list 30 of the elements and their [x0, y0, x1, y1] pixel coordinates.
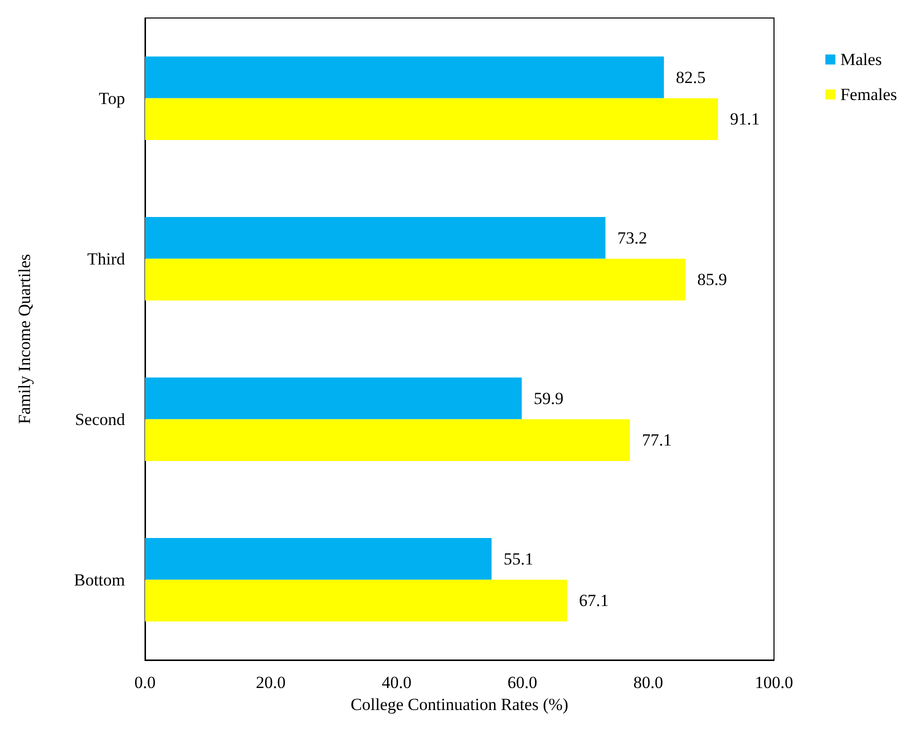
x-axis-title: College Continuation Rates (%)	[350, 694, 568, 714]
legend-label: Males	[840, 50, 882, 69]
x-tick-label: 20.0	[256, 673, 286, 692]
x-tick-label: 80.0	[633, 673, 664, 692]
data-label: 91.1	[730, 110, 760, 129]
data-label: 59.9	[534, 388, 564, 408]
data-label: 85.9	[697, 270, 728, 290]
x-tick-label: 40.0	[382, 673, 412, 692]
legend-label: Females	[840, 85, 898, 104]
bar	[145, 538, 492, 580]
data-label: 55.1	[504, 549, 534, 568]
bar	[145, 98, 718, 140]
y-axis-title: Family Income Quartiles	[15, 254, 34, 424]
x-tick-label: 100.0	[754, 673, 794, 692]
bar	[145, 56, 664, 98]
y-tick-label: Second	[74, 410, 126, 429]
data-label: 67.1	[579, 591, 609, 610]
y-tick-label: Third	[87, 249, 126, 268]
y-tick-label: Bottom	[74, 570, 125, 590]
bar	[145, 580, 568, 622]
bar	[145, 419, 630, 461]
y-tick-label: Top	[98, 88, 125, 108]
x-tick-label: 60.0	[508, 673, 538, 692]
bar	[145, 258, 686, 300]
bar	[145, 378, 522, 420]
data-label: 73.2	[617, 228, 648, 248]
data-label: 77.1	[642, 430, 672, 450]
x-tick-label: 0.0	[134, 673, 156, 692]
bar	[145, 217, 606, 259]
data-label: 82.5	[676, 68, 706, 87]
